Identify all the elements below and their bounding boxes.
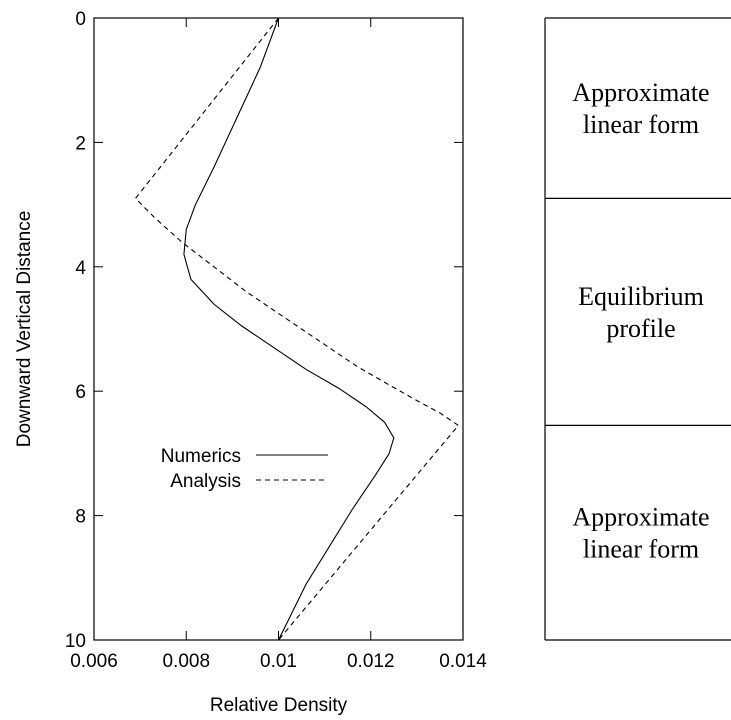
y-tick-label: 2 xyxy=(75,133,86,154)
region-label: linear form xyxy=(583,110,699,139)
y-tick-label: 0 xyxy=(75,9,86,30)
plot-frame xyxy=(93,17,464,641)
plot-area: 0.006 0.008 0.01 0.012 0.014 0 2 4 6 8 10 Relative … xyxy=(14,9,487,716)
y-axis-label: Downward Vertical Distance xyxy=(14,211,35,448)
x-tick-label: 0.012 xyxy=(347,651,395,672)
region-label: linear form xyxy=(583,535,699,564)
region-label: Equilibrium xyxy=(578,282,704,311)
region-label: Approximate xyxy=(572,503,709,532)
legend-label-numerics: Numerics xyxy=(161,446,241,467)
x-tick-label: 0.006 xyxy=(70,651,118,672)
x-tick-label: 0.01 xyxy=(260,651,297,672)
x-tick-label: 0.014 xyxy=(439,651,487,672)
y-tick-label: 10 xyxy=(65,631,86,652)
y-tick-label: 6 xyxy=(75,382,86,403)
region-panel: Approximate linear form Equilibrium profile… xyxy=(544,17,731,641)
x-tick-label: 0.008 xyxy=(162,651,210,672)
legend-label-analysis: Analysis xyxy=(170,471,241,492)
region-label: Approximate xyxy=(572,78,709,107)
series-line-numerics xyxy=(183,17,395,641)
y-tick-label: 4 xyxy=(75,258,86,279)
series-line-analysis xyxy=(134,17,459,641)
region-label: profile xyxy=(606,314,675,343)
y-tick-label: 8 xyxy=(75,507,86,528)
x-axis-label: Relative Density xyxy=(210,695,348,716)
